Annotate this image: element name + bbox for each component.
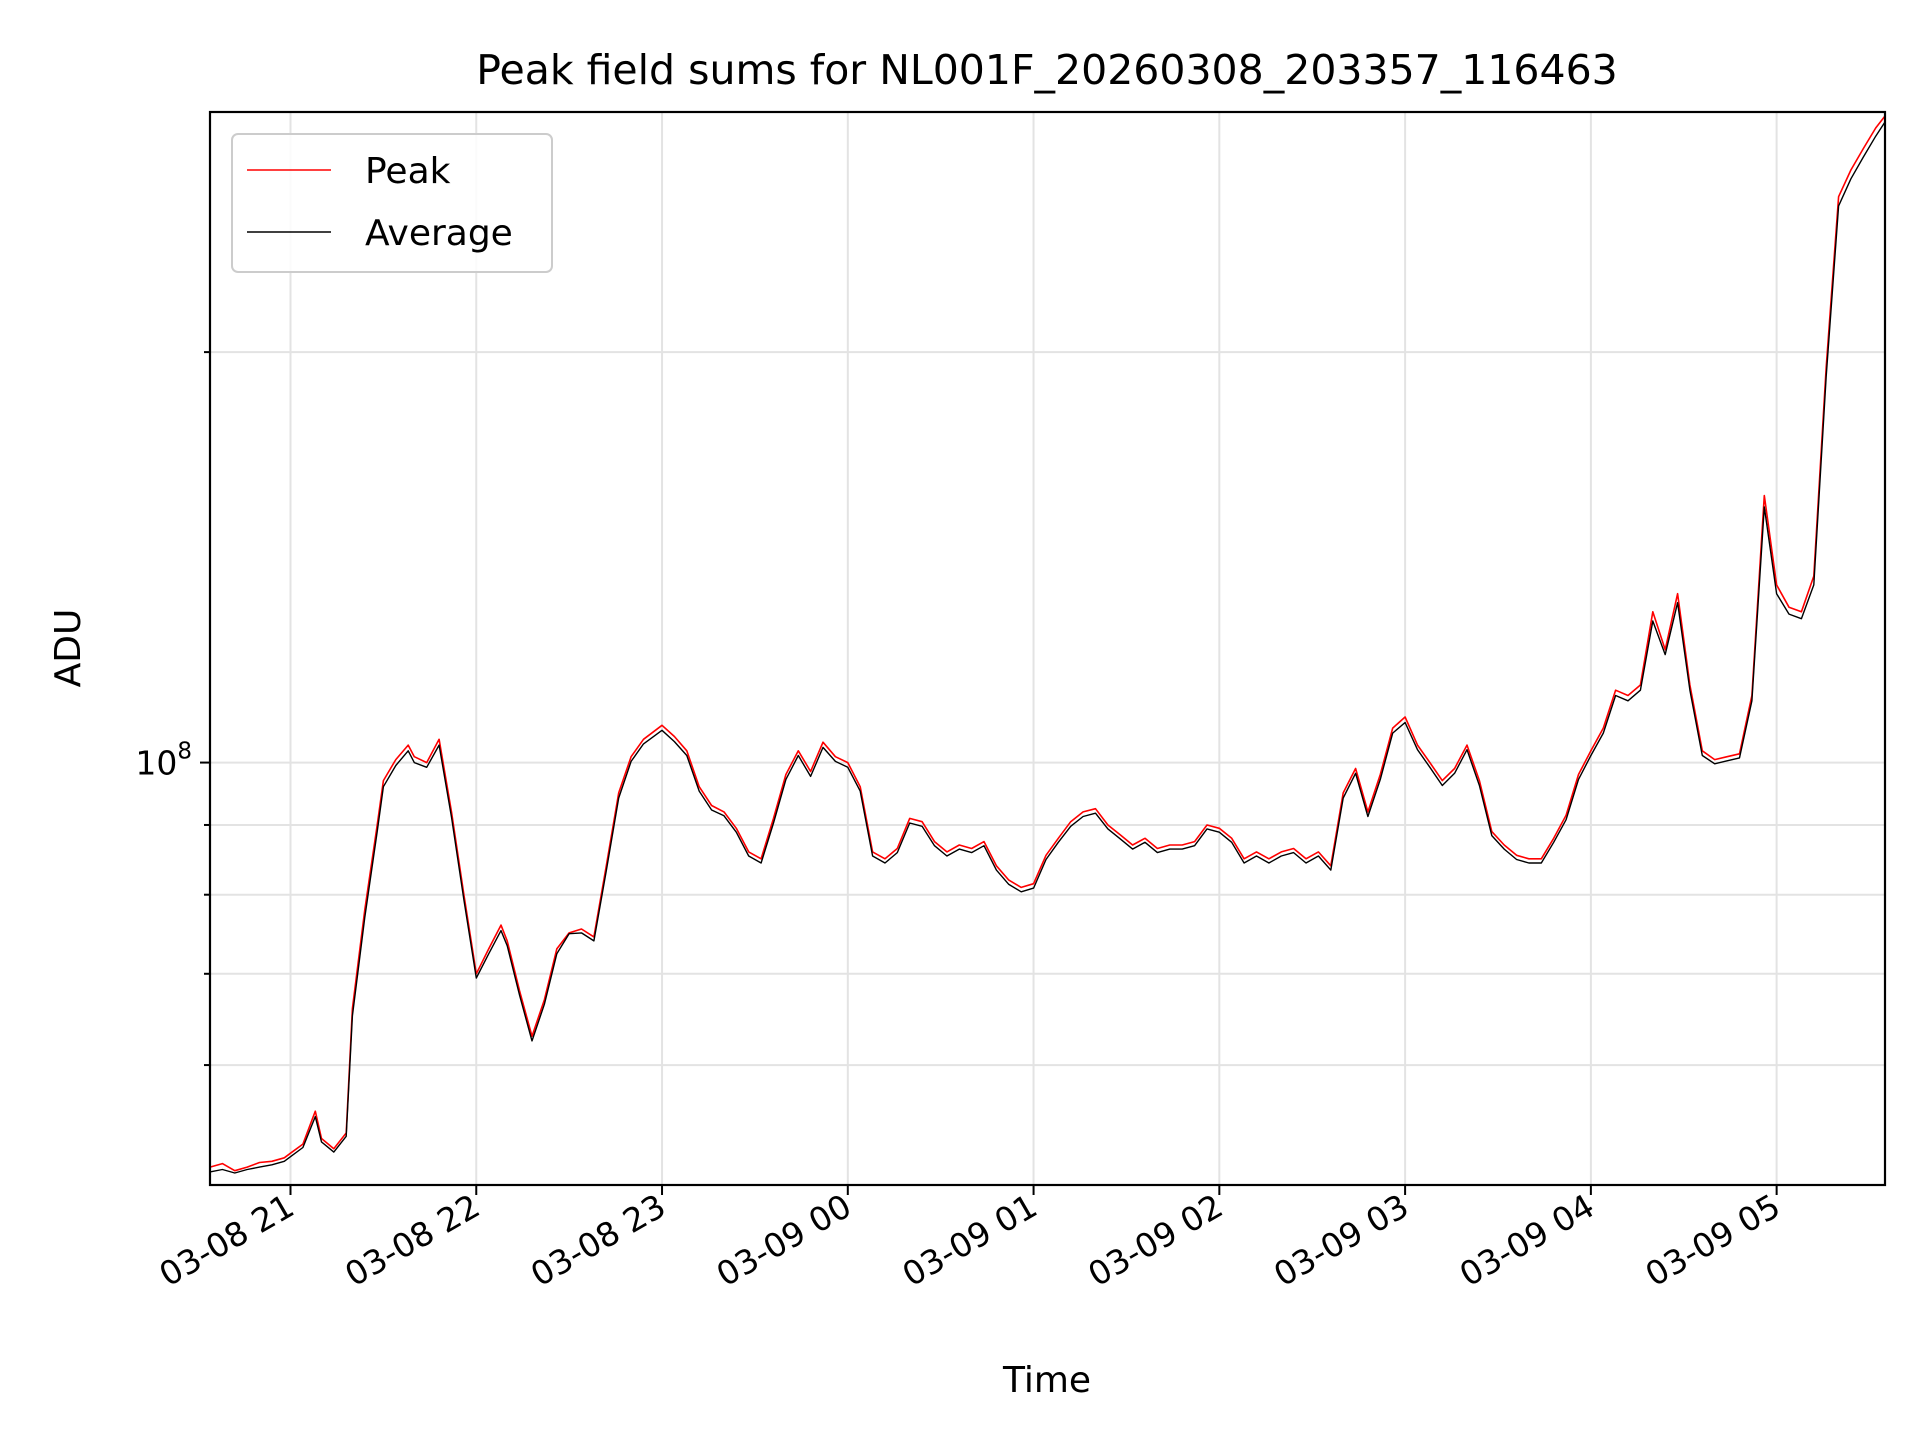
chart-title: Peak field sums for NL001F_20260308_2033… xyxy=(476,46,1618,94)
x-tick-label: 03-09 05 xyxy=(1639,1186,1787,1294)
x-tick-label: 03-09 03 xyxy=(1267,1186,1415,1294)
x-axis-label: Time xyxy=(1002,1360,1091,1401)
legend-label-peak: Peak xyxy=(365,151,451,192)
x-tick-label: 03-09 00 xyxy=(710,1186,858,1294)
x-tick-label: 03-08 22 xyxy=(338,1186,486,1294)
grid xyxy=(210,112,1885,1185)
series-line-peak xyxy=(209,115,1886,1172)
legend-label-average: Average xyxy=(365,213,513,254)
series-line-average xyxy=(209,121,1886,1174)
x-tick-label: 03-09 02 xyxy=(1081,1186,1229,1294)
x-tick-label: 03-08 23 xyxy=(524,1186,672,1294)
x-tick-label: 03-09 04 xyxy=(1453,1186,1601,1294)
y-axis-label: ADU xyxy=(48,609,89,688)
plot-area xyxy=(209,115,1886,1174)
x-tick-label: 03-08 21 xyxy=(153,1186,301,1294)
x-axis: 03-08 21 03-08 22 03-08 23 03-09 00 03-09 01… xyxy=(153,1185,1787,1294)
legend-box xyxy=(231,133,553,273)
legend: Peak Average xyxy=(231,133,553,273)
x-tick-label: 03-09 01 xyxy=(896,1186,1044,1294)
plot-frame xyxy=(208,110,1887,1187)
y-axis: 108 xyxy=(135,351,210,1067)
y-tick-label: 108 xyxy=(135,739,192,783)
